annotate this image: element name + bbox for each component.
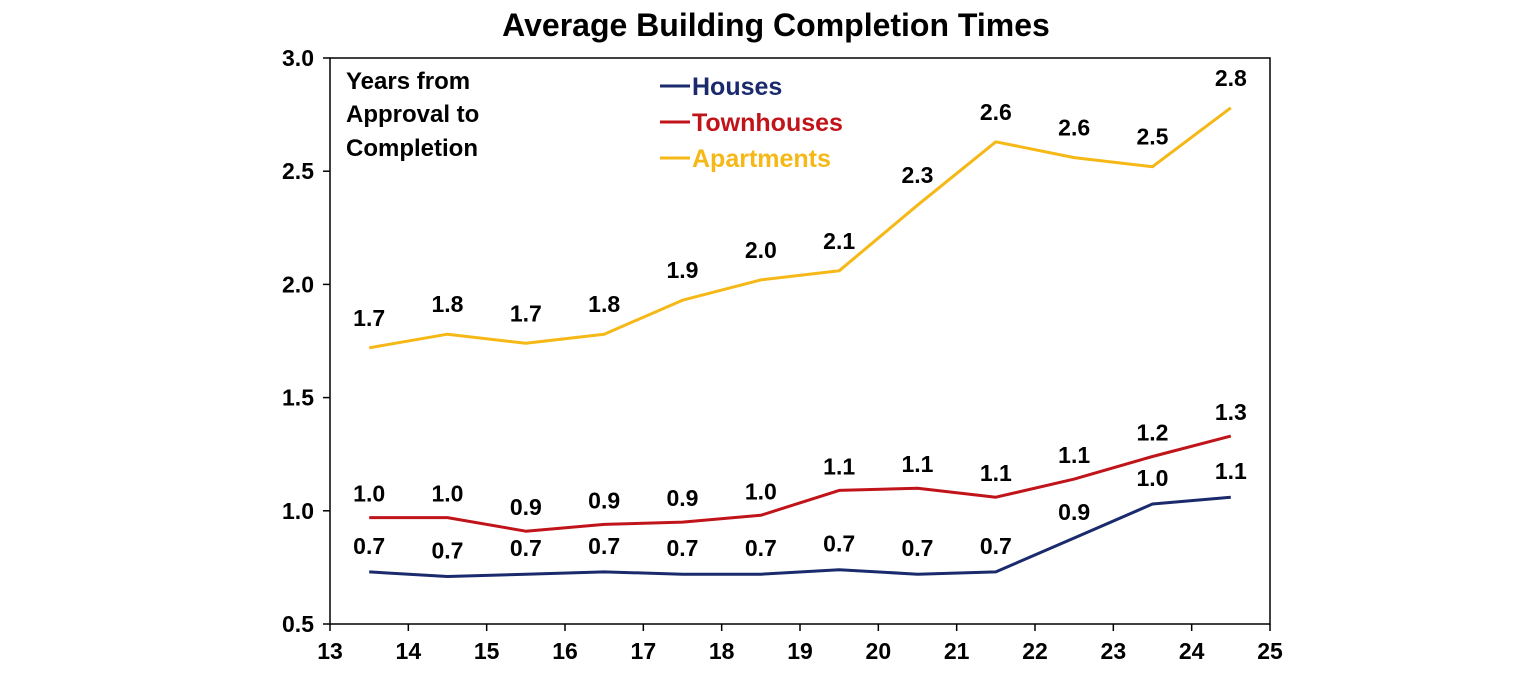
data-label-houses: 1.1: [1215, 458, 1247, 484]
series-line-houses: [369, 495, 1231, 578]
data-label-apartments: 2.6: [1058, 115, 1090, 141]
annotation-line-2: Approval to: [346, 101, 479, 128]
y-tick-label: 2.0: [282, 271, 314, 297]
annotation-line-1: Years from: [346, 68, 470, 95]
data-label-townhouses: 1.0: [353, 481, 385, 507]
x-tick-label: 16: [552, 638, 578, 664]
data-label-apartments: 1.7: [510, 300, 542, 326]
y-tick-label: 3.0: [282, 45, 314, 71]
data-label-apartments: 2.5: [1137, 124, 1169, 150]
chart-title: Average Building Completion Times: [502, 7, 1050, 43]
x-tick-label: 20: [866, 638, 892, 664]
data-label-townhouses: 1.0: [432, 481, 464, 507]
x-tick-label: 14: [396, 638, 422, 664]
data-label-houses: 0.7: [353, 533, 385, 559]
data-label-houses: 0.7: [588, 533, 620, 559]
data-labels: 0.7 0.7 0.7 0.7 0.7 0.7 0.7 0.7 0.7 0.9 1.0 1.1 1.0 1…: [353, 65, 1247, 564]
x-tick-label: 21: [944, 638, 970, 664]
data-label-townhouses: 0.9: [588, 487, 620, 513]
data-label-townhouses: 0.9: [510, 494, 542, 520]
data-label-townhouses: 1.3: [1215, 399, 1247, 425]
data-label-townhouses: 0.9: [667, 485, 699, 511]
x-tick-label: 18: [709, 638, 735, 664]
series-line-apartments: [368, 106, 1232, 350]
data-label-townhouses: 1.1: [980, 460, 1012, 486]
x-tick-label: 23: [1101, 638, 1127, 664]
legend: Houses Townhouses Apartments: [660, 73, 843, 173]
x-tick-label: 17: [631, 638, 657, 664]
data-label-townhouses: 1.1: [902, 451, 934, 477]
y-tick-label: 1.5: [282, 385, 314, 411]
y-tick-label: 2.5: [282, 158, 314, 184]
data-label-apartments: 1.8: [432, 291, 464, 317]
x-tick-label: 24: [1179, 638, 1205, 664]
axes: 13 14 15 16 17 18 19 20 21 22 23 24 25 0.5 1.0 1.5 2.0 2.…: [282, 45, 1283, 664]
data-label-houses: 1.0: [1137, 465, 1169, 491]
data-label-apartments: 1.8: [588, 291, 620, 317]
series-lines: [368, 106, 1232, 578]
data-label-apartments: 1.9: [667, 257, 699, 283]
data-label-townhouses: 1.1: [1058, 442, 1090, 468]
data-label-apartments: 2.0: [745, 237, 777, 263]
annotation-line-3: Completion: [346, 135, 478, 162]
data-label-townhouses: 1.1: [823, 453, 855, 479]
data-label-houses: 0.7: [745, 535, 777, 561]
y-tick-label: 1.0: [282, 498, 314, 524]
data-label-apartments: 2.1: [823, 228, 855, 254]
data-label-houses: 0.7: [667, 535, 699, 561]
x-tick-label: 15: [474, 638, 500, 664]
data-label-houses: 0.7: [902, 535, 934, 561]
data-label-apartments: 1.7: [353, 305, 385, 331]
data-label-houses: 0.7: [823, 531, 855, 557]
x-tick-label: 13: [317, 638, 343, 664]
legend-label-townhouses: Townhouses: [692, 109, 843, 137]
data-label-houses: 0.7: [980, 533, 1012, 559]
legend-label-apartments: Apartments: [692, 145, 831, 173]
y-tick-label: 0.5: [282, 611, 314, 637]
data-label-townhouses: 1.2: [1137, 419, 1169, 445]
data-label-houses: 0.9: [1058, 499, 1090, 525]
data-label-houses: 0.7: [432, 537, 464, 563]
data-label-apartments: 2.3: [902, 162, 934, 188]
data-label-apartments: 2.6: [980, 99, 1012, 125]
x-tick-label: 25: [1257, 638, 1283, 664]
x-tick-label: 22: [1022, 638, 1048, 664]
series-line-townhouses: [369, 434, 1232, 533]
legend-label-houses: Houses: [692, 73, 782, 101]
data-label-apartments: 2.8: [1215, 65, 1247, 91]
data-label-houses: 0.7: [510, 535, 542, 561]
data-label-townhouses: 1.0: [745, 478, 777, 504]
x-tick-label: 19: [787, 638, 813, 664]
